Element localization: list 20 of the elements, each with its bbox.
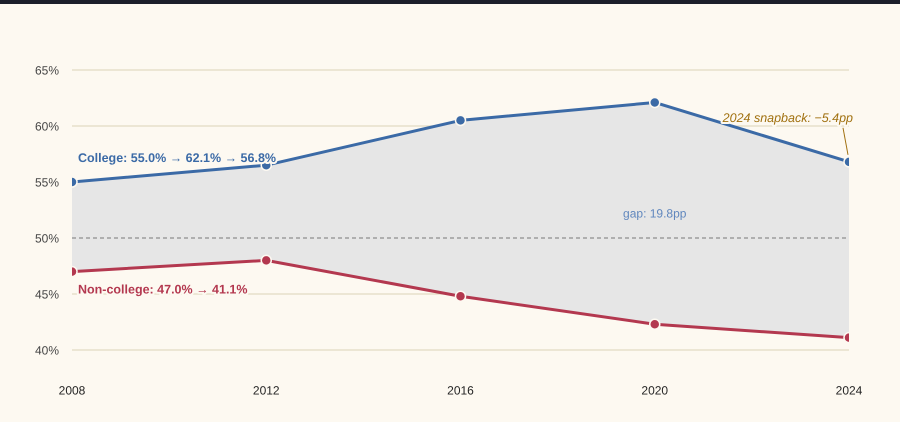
annotation: 2024 snapback: −5.4pp bbox=[722, 110, 854, 125]
point bbox=[649, 96, 660, 108]
y-tick-label: 65% bbox=[34, 63, 60, 78]
y-tick-label: 55% bbox=[34, 175, 60, 190]
annotation: Non-college: 47.0% → 41.1% bbox=[78, 282, 248, 297]
annotation: gap: 19.8pp bbox=[623, 206, 687, 220]
y-tick-label: 50% bbox=[34, 231, 60, 246]
y-tick-label: 60% bbox=[34, 119, 60, 134]
point bbox=[260, 254, 272, 266]
x-tick-label: 2016 bbox=[447, 384, 474, 398]
x-tick-label: 2012 bbox=[252, 384, 280, 398]
point bbox=[454, 290, 466, 302]
y-tick-label: 40% bbox=[34, 343, 60, 358]
x-tick-label: 2008 bbox=[58, 384, 86, 398]
y-tick-label: 45% bbox=[34, 287, 60, 302]
point bbox=[454, 114, 466, 126]
annotation: College: 55.0% → 62.1% → 56.8% bbox=[78, 151, 276, 165]
point bbox=[649, 318, 660, 330]
x-tick-label: 2024 bbox=[836, 384, 863, 398]
x-tick-label: 2020 bbox=[641, 384, 668, 398]
